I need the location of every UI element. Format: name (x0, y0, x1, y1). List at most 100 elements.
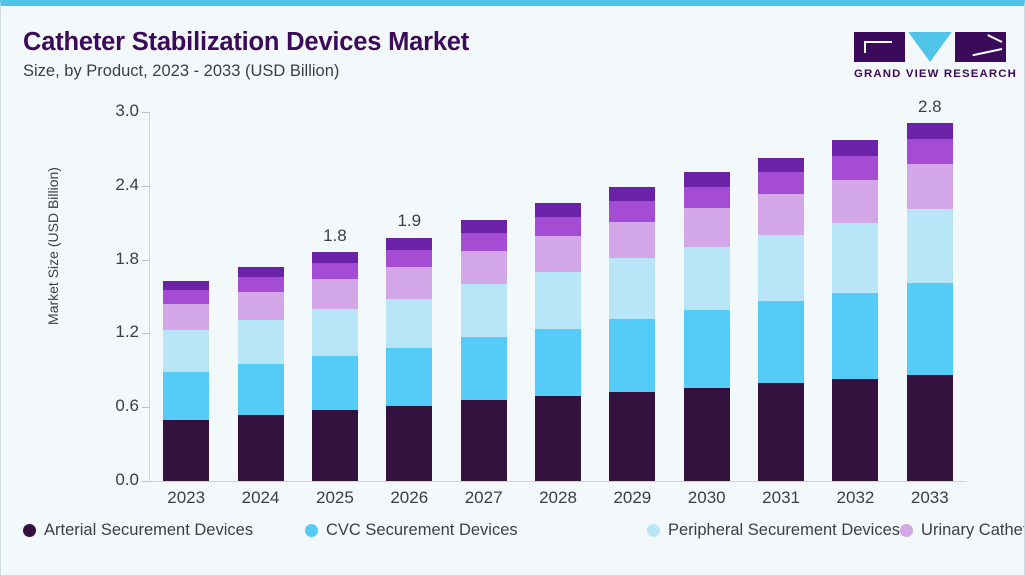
bar-segment[interactable] (163, 329, 210, 372)
legend-item[interactable]: CVC Securement Devices (305, 521, 647, 540)
bar-group[interactable] (609, 187, 656, 481)
bar-segment[interactable] (386, 237, 433, 250)
bar-segment[interactable] (237, 364, 284, 415)
page-title: Catheter Stabilization Devices Market (23, 28, 470, 56)
stacked-bar[interactable] (311, 252, 358, 481)
bar-segment[interactable] (906, 282, 953, 376)
legend-item[interactable]: Urinary Catheters Securement Devices (900, 521, 1024, 540)
bar-segment[interactable] (832, 179, 879, 223)
bar-segment[interactable] (832, 156, 879, 180)
bar-segment[interactable] (683, 172, 730, 188)
bar-segment[interactable] (758, 382, 805, 481)
bar-segment[interactable] (906, 139, 953, 164)
chart-subtitle: Size, by Product, 2023 - 2033 (USD Billi… (23, 62, 340, 80)
legend-label: CVC Securement Devices (326, 521, 518, 539)
bar-segment[interactable] (609, 318, 656, 393)
bar-segment[interactable] (758, 194, 805, 236)
bar-segment[interactable] (683, 207, 730, 248)
bar-segment[interactable] (683, 187, 730, 208)
bar-segment[interactable] (906, 375, 953, 481)
bar-segment[interactable] (609, 187, 656, 201)
bar-segment[interactable] (535, 216, 581, 237)
stacked-bar[interactable] (609, 187, 656, 481)
bar-segment[interactable] (609, 392, 656, 481)
bar-group[interactable] (683, 172, 730, 481)
bar-segment[interactable] (683, 247, 730, 311)
bar-segment[interactable] (758, 157, 805, 173)
bar-segment[interactable] (832, 292, 879, 379)
bar-segment[interactable] (906, 163, 953, 210)
bar-group[interactable] (832, 140, 879, 481)
bar-segment[interactable] (758, 235, 805, 302)
bar-segment[interactable] (460, 220, 507, 233)
bar-segment[interactable] (163, 290, 210, 304)
legend-label: Urinary Catheters Securement Devices (921, 521, 1024, 539)
rectangle-notch-mark-icon (854, 32, 906, 62)
bar-segment[interactable] (535, 203, 581, 217)
bar-segment[interactable] (535, 236, 581, 272)
bar-segment[interactable] (237, 276, 284, 292)
bar-segment[interactable] (237, 414, 284, 481)
bar-segment[interactable] (386, 405, 433, 481)
bar-segment[interactable] (163, 419, 210, 481)
bar-segment[interactable] (311, 263, 358, 280)
bar-group[interactable] (163, 280, 210, 481)
bar-segment[interactable] (163, 280, 210, 291)
bar-segment[interactable] (460, 251, 507, 285)
bar-segment[interactable] (237, 291, 284, 320)
bar-segment[interactable] (311, 308, 358, 356)
stacked-bar[interactable] (237, 267, 284, 481)
legend-item[interactable]: Peripheral Securement Devices (647, 521, 900, 540)
bar-segment[interactable] (311, 279, 358, 309)
bar-segment[interactable] (237, 319, 284, 365)
stacked-bar[interactable] (535, 203, 581, 481)
bar-segment[interactable] (460, 399, 507, 481)
stacked-bar[interactable] (460, 220, 507, 481)
bar-segment[interactable] (535, 271, 581, 329)
bar-segment[interactable] (609, 200, 656, 222)
bar-segment[interactable] (758, 301, 805, 383)
legend-item[interactable]: Arterial Securement Devices (23, 521, 305, 540)
x-tick-label: 2030 (687, 488, 726, 507)
bar-segment[interactable] (609, 221, 656, 259)
bar-segment[interactable] (237, 267, 284, 277)
stacked-bar[interactable] (832, 140, 879, 481)
legend-color-dot-icon (305, 524, 318, 537)
bar-group[interactable] (237, 267, 284, 481)
bar-group[interactable] (758, 157, 805, 481)
bar-segment[interactable] (311, 409, 358, 481)
bar-segment[interactable] (758, 172, 805, 195)
stacked-bar[interactable] (386, 237, 433, 481)
bar-segment[interactable] (460, 284, 507, 338)
stacked-bar[interactable] (163, 280, 210, 481)
bar-segment[interactable] (832, 222, 879, 293)
stacked-bar[interactable] (906, 123, 953, 481)
bar-segment[interactable] (832, 378, 879, 481)
bar-segment[interactable] (163, 303, 210, 330)
bar-segment[interactable] (311, 252, 358, 264)
bar-group[interactable]: 1.9 (386, 211, 433, 481)
bar-segment[interactable] (163, 371, 210, 420)
bar-group[interactable] (460, 220, 507, 481)
bar-segment[interactable] (386, 249, 433, 268)
bar-group[interactable]: 1.8 (311, 226, 358, 481)
bar-segment[interactable] (683, 310, 730, 388)
bar-segment[interactable] (906, 209, 953, 283)
bar-segment[interactable] (386, 267, 433, 299)
bar-segment[interactable] (535, 396, 581, 481)
bar-segment[interactable] (609, 258, 656, 319)
bar-segment[interactable] (386, 299, 433, 349)
bar-group[interactable] (535, 203, 581, 481)
bar-segment[interactable] (535, 328, 581, 397)
stacked-bar[interactable] (683, 172, 730, 481)
bar-segment[interactable] (311, 355, 358, 410)
stacked-bar[interactable] (758, 157, 805, 481)
bar-segment[interactable] (683, 387, 730, 481)
bar-segment[interactable] (832, 140, 879, 157)
bar-group[interactable]: 2.8 (906, 97, 953, 481)
bar-segment[interactable] (386, 348, 433, 406)
bar-segment[interactable] (460, 232, 507, 252)
bar-segment[interactable] (906, 123, 953, 140)
logo-text: GRAND VIEW RESEARCH (854, 68, 1017, 80)
bar-segment[interactable] (460, 337, 507, 400)
